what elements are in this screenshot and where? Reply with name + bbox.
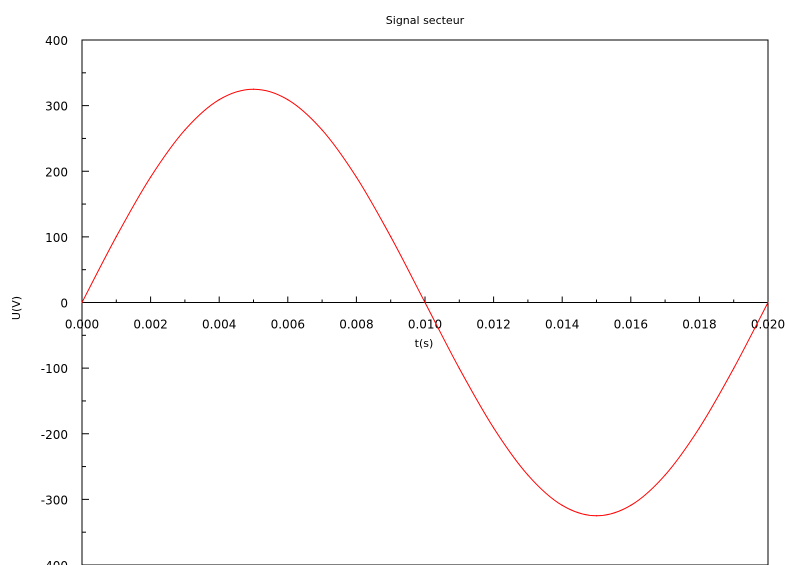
x-tick-label: 0.004 [202, 318, 236, 332]
y-tick-label: -400 [41, 559, 68, 565]
y-axis-label: U(V) [10, 296, 23, 320]
y-tick-label: 100 [45, 231, 68, 245]
y-tick-label: -200 [41, 428, 68, 442]
data-point [252, 88, 255, 90]
x-tick-label: 0.016 [614, 318, 648, 332]
x-axis-ticks: 0.000 0.002 0.004 0.006 0.008 0.010 0.012 0.014… [65, 296, 785, 332]
data-point [321, 129, 323, 131]
x-tick-label: 0.020 [751, 318, 785, 332]
data-point [493, 427, 495, 429]
data-point [287, 99, 289, 101]
data-point [355, 176, 357, 178]
y-tick-label: 400 [45, 34, 68, 48]
series-group [81, 88, 769, 517]
x-tick-label: 0.012 [476, 318, 510, 332]
y-tick-label: 0 [60, 297, 68, 311]
data-point [81, 301, 83, 304]
data-point [698, 427, 701, 429]
data-point [630, 504, 632, 506]
y-axis-ticks: 400 300 200 100 0 -100 -200 -300 -400 [41, 34, 89, 565]
data-point [767, 301, 769, 304]
data-point [390, 236, 392, 238]
y-tick-label: 300 [45, 100, 68, 114]
x-axis-label: t(s) [415, 337, 434, 350]
data-point [458, 367, 460, 369]
data-point [115, 236, 117, 238]
data-point [424, 301, 426, 304]
data-point [561, 504, 563, 506]
x-tick-label: 0.002 [133, 318, 167, 332]
y-tick-label: 200 [45, 165, 68, 179]
data-point [218, 99, 220, 101]
data-point [595, 515, 598, 517]
data-point [150, 176, 152, 178]
data-point [664, 474, 666, 476]
data-point [733, 367, 735, 369]
x-tick-label: 0.006 [271, 318, 305, 332]
x-tick-label: 0.008 [339, 318, 373, 332]
data-point [184, 129, 186, 131]
y-tick-label: -300 [41, 493, 68, 507]
x-tick-label: 0.000 [65, 318, 99, 332]
data-point [527, 474, 529, 476]
y-tick-label: -100 [41, 362, 68, 376]
chart-title: Signal secteur [386, 14, 465, 27]
x-tick-label: 0.010 [408, 318, 442, 332]
x-tick-label: 0.014 [545, 318, 579, 332]
x-tick-label: 0.018 [682, 318, 716, 332]
